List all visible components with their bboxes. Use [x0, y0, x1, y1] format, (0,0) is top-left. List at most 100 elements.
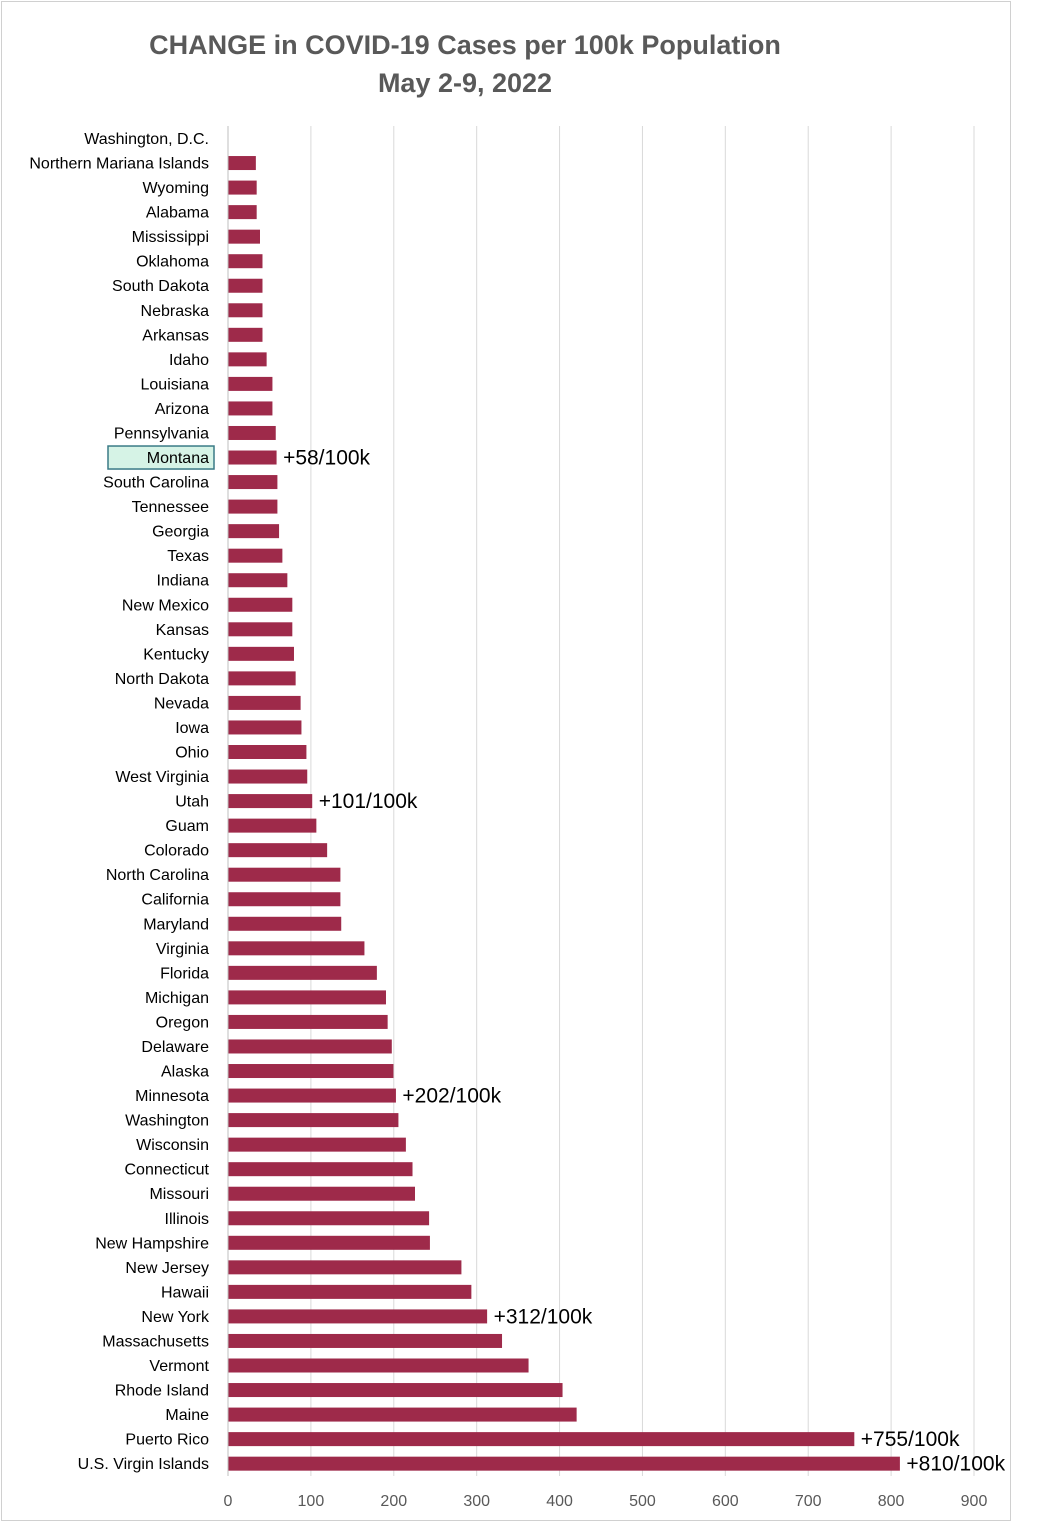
bar	[228, 965, 377, 980]
category-label: Georgia	[152, 524, 209, 541]
bar	[228, 425, 276, 440]
category-label: Kansas	[156, 622, 209, 639]
chart-frame	[1, 1, 1011, 1521]
bar	[228, 1407, 577, 1422]
bar	[228, 745, 307, 759]
bar	[228, 916, 342, 931]
category-label: West Virginia	[115, 769, 209, 786]
bar	[228, 180, 257, 195]
category-label: Connecticut	[125, 1162, 210, 1179]
bar	[228, 156, 256, 171]
bar	[228, 303, 263, 318]
category-label: New Mexico	[122, 597, 209, 614]
category-label: Arizona	[155, 401, 209, 418]
category-label: California	[141, 892, 209, 909]
bar	[228, 1186, 415, 1201]
category-label: Montana	[147, 450, 209, 467]
bar	[228, 524, 280, 539]
bar	[228, 597, 293, 612]
category-label: Minnesota	[135, 1088, 209, 1105]
category-label: U.S. Virgin Islands	[78, 1456, 209, 1473]
bar	[228, 1260, 462, 1275]
category-label: Indiana	[157, 573, 210, 590]
category-label: New York	[141, 1309, 210, 1326]
bar	[228, 254, 263, 269]
category-label: Ohio	[175, 745, 209, 762]
bar	[228, 1432, 855, 1447]
bar	[228, 1064, 394, 1079]
bar	[228, 1383, 563, 1398]
x-tick-label: 200	[380, 1493, 407, 1510]
category-label: North Carolina	[106, 867, 209, 884]
category-label: Iowa	[175, 720, 209, 737]
bar	[228, 573, 288, 588]
category-label: Tennessee	[132, 499, 209, 516]
category-label: Michigan	[145, 990, 209, 1007]
x-tick-label: 100	[298, 1493, 325, 1510]
bar	[228, 1309, 488, 1324]
bar	[228, 695, 301, 710]
x-tick-label: 400	[546, 1493, 573, 1510]
category-label: Missouri	[149, 1186, 209, 1203]
bar	[228, 843, 328, 858]
category-label: Hawaii	[161, 1284, 209, 1301]
category-label: Virginia	[156, 941, 209, 958]
chart-subtitle: May 2-9, 2022	[377, 68, 553, 98]
category-label: Nebraska	[141, 303, 210, 320]
category-label: Kentucky	[143, 646, 209, 663]
category-label: Alabama	[146, 205, 209, 222]
bar	[228, 1039, 392, 1054]
category-label: Washington, D.C.	[84, 131, 209, 148]
category-label: Illinois	[165, 1211, 209, 1228]
category-label: Oklahoma	[136, 254, 209, 271]
data-label: +202/100k	[402, 1085, 501, 1108]
category-label: Wyoming	[142, 180, 209, 197]
bar	[228, 352, 267, 367]
bar	[228, 646, 294, 661]
bar	[228, 671, 296, 686]
category-label: Louisiana	[141, 376, 210, 393]
category-label: Mississippi	[132, 229, 209, 246]
data-label: +312/100k	[494, 1305, 593, 1328]
bar	[228, 769, 308, 784]
bar	[228, 794, 313, 809]
category-label: North Dakota	[115, 671, 209, 688]
bar	[228, 499, 278, 514]
x-tick-label: 0	[224, 1493, 233, 1510]
bar	[228, 229, 260, 244]
category-label: South Dakota	[112, 278, 209, 295]
bar	[228, 1162, 413, 1177]
category-label: Oregon	[156, 1014, 209, 1031]
category-label: Colorado	[144, 843, 209, 860]
bar	[228, 1211, 430, 1226]
x-tick-label: 900	[961, 1493, 988, 1510]
category-label: Washington	[125, 1113, 209, 1130]
category-label: Massachusetts	[102, 1333, 209, 1350]
bar	[228, 1358, 529, 1373]
x-tick-label: 600	[712, 1493, 739, 1510]
category-label: Puerto Rico	[125, 1432, 209, 1449]
data-label: +755/100k	[861, 1428, 960, 1451]
bar	[228, 941, 365, 956]
bar	[228, 278, 263, 293]
category-label: Florida	[160, 965, 209, 982]
bar	[228, 1333, 503, 1348]
bar	[228, 205, 257, 220]
chart-title: CHANGE in COVID-19 Cases per 100k Popula…	[149, 30, 781, 60]
bar	[228, 1014, 388, 1029]
category-label: Rhode Island	[115, 1383, 209, 1400]
bar	[228, 1284, 472, 1299]
bar	[228, 327, 263, 342]
category-label: Utah	[175, 794, 209, 811]
category-label: Texas	[167, 548, 209, 565]
x-tick-label: 300	[463, 1493, 490, 1510]
category-label: Maryland	[143, 916, 209, 933]
bar	[228, 867, 341, 882]
bar	[228, 818, 317, 833]
bar	[228, 1137, 406, 1152]
category-label: New Jersey	[125, 1260, 209, 1277]
bar	[228, 1113, 399, 1128]
data-label: +810/100k	[906, 1453, 1005, 1476]
bar	[228, 622, 293, 637]
